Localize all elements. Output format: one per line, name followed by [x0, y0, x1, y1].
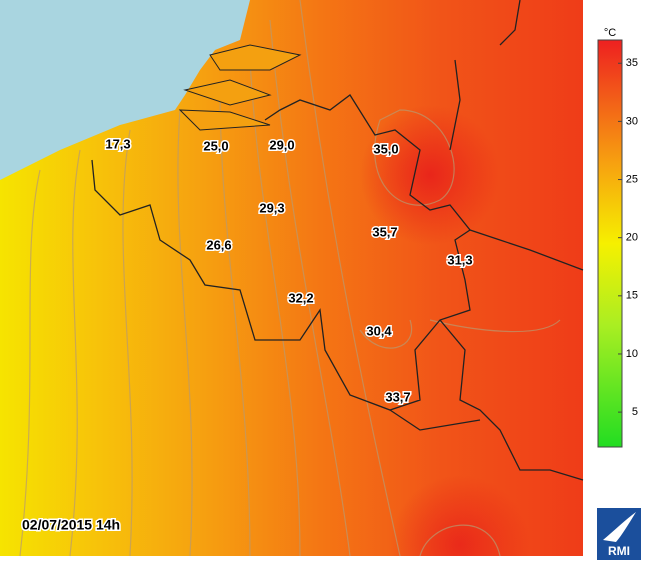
colorbar: °C 5 10 15 20 25 30 35 [597, 27, 638, 448]
station-value: 29,0 [269, 137, 294, 152]
logo: RMI [597, 508, 641, 560]
station-value: 35,0 [373, 141, 398, 156]
station-value: 25,0 [203, 138, 228, 153]
colorbar-tick-label: 10 [626, 348, 638, 360]
station-labels: 17,3 25,0 29,0 35,0 29,3 35,7 26,6 31,3 32,2 30,4… [104, 135, 474, 406]
colorbar-tick-label: 25 [626, 173, 638, 185]
isotherms [19, 0, 561, 557]
islands [178, 44, 302, 131]
station-value: 30,4 [366, 323, 392, 338]
map-area [0, 0, 584, 557]
timestamp: 02/07/2015 14h [22, 517, 120, 533]
station-value: 33,7 [385, 389, 410, 404]
colorbar-tick-label: 35 [626, 57, 638, 69]
colorbar-ramp [597, 39, 623, 448]
borders [91, 0, 584, 481]
logo-icon [603, 512, 636, 542]
colorbar-unit: °C [604, 27, 616, 39]
station-value: 17,3 [105, 136, 130, 151]
sea [0, 0, 250, 180]
colorbar-tick-label: 20 [626, 232, 638, 244]
colorbar-tick-label: 5 [632, 406, 638, 418]
logo-text: RMI [608, 544, 630, 558]
station-value: 29,3 [259, 200, 284, 215]
colorbar-tick-label: 15 [626, 290, 638, 302]
station-value: 32,2 [288, 290, 313, 305]
station-value: 26,6 [206, 237, 231, 252]
station-value: 35,7 [372, 224, 397, 239]
colorbar-tick-label: 30 [626, 115, 638, 127]
station-value: 31,3 [447, 252, 472, 267]
